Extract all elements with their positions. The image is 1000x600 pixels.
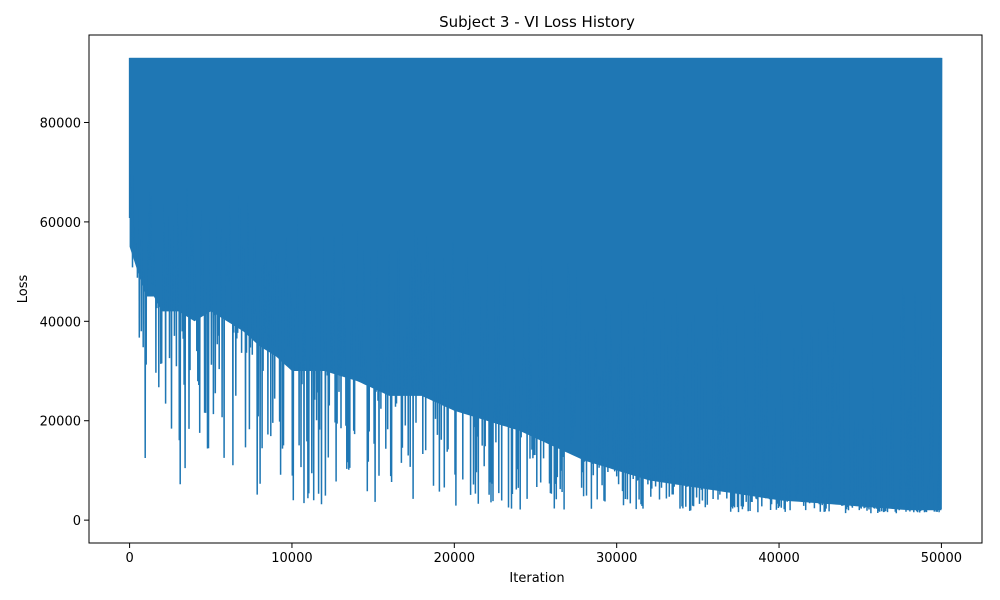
chart-title: Subject 3 - VI Loss History bbox=[439, 13, 635, 31]
plot-area bbox=[88, 34, 983, 544]
x-tick-label: 0 bbox=[125, 551, 133, 566]
x-axis-label: Iteration bbox=[509, 571, 564, 586]
x-tick-label: 30000 bbox=[596, 551, 637, 566]
x-tick-label: 10000 bbox=[271, 551, 312, 566]
y-tick-label: 60000 bbox=[40, 216, 81, 231]
loss-series-line bbox=[128, 57, 943, 514]
y-tick-label: 20000 bbox=[40, 415, 81, 430]
x-axis: 0 10000 20000 30000 40000 50000 bbox=[125, 543, 962, 566]
x-tick-label: 20000 bbox=[434, 551, 475, 566]
x-tick-label: 50000 bbox=[921, 551, 962, 566]
x-tick-label: 40000 bbox=[758, 551, 799, 566]
axes-frame bbox=[88, 34, 983, 544]
y-axis-label: Loss bbox=[16, 275, 31, 304]
y-tick-label: 40000 bbox=[40, 315, 81, 330]
y-axis: 0 20000 40000 60000 80000 bbox=[40, 116, 89, 529]
y-tick-label: 80000 bbox=[40, 116, 81, 131]
series-layer bbox=[128, 57, 943, 514]
y-tick-label: 0 bbox=[73, 514, 81, 529]
